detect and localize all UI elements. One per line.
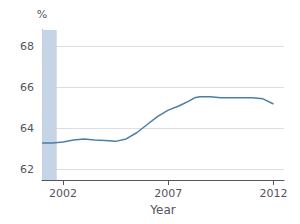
svg-text:Year: Year (149, 203, 175, 217)
svg-text:64: 64 (20, 122, 34, 135)
svg-text:66: 66 (20, 81, 34, 94)
svg-text:%: % (37, 8, 47, 21)
svg-text:2002: 2002 (49, 187, 77, 200)
svg-text:2012: 2012 (259, 187, 287, 200)
svg-text:2007: 2007 (154, 187, 182, 200)
svg-text:68: 68 (20, 40, 34, 53)
svg-text:62: 62 (20, 163, 34, 176)
